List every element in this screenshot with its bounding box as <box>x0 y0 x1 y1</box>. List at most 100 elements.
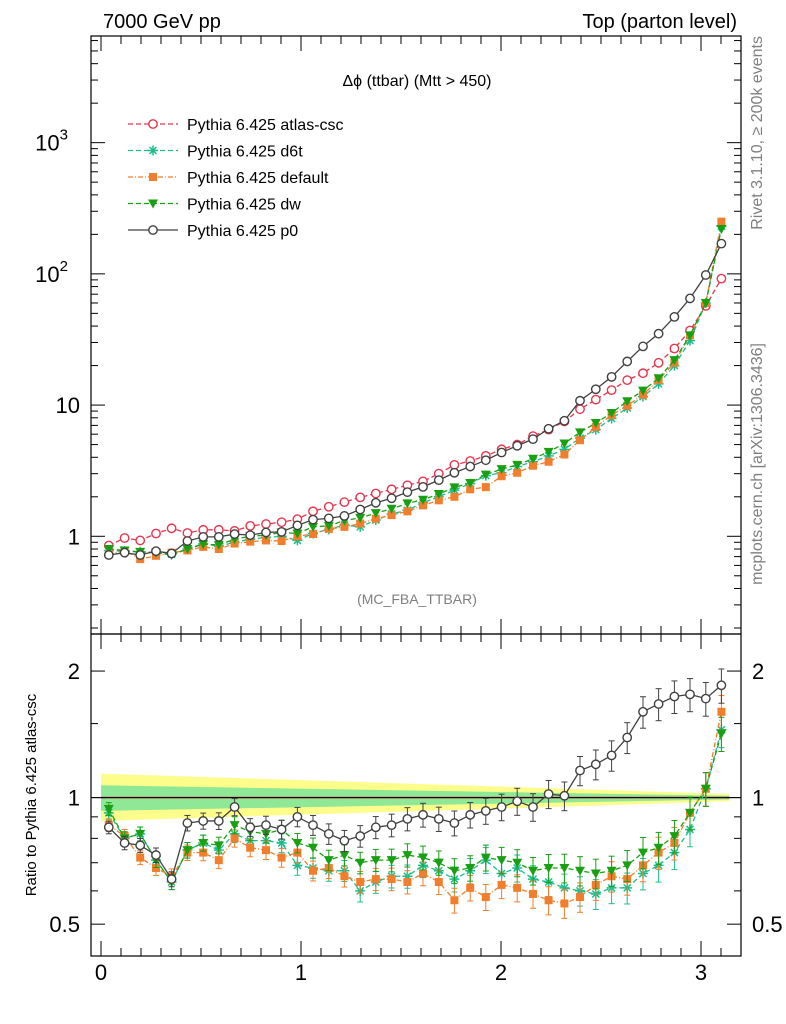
y-tick-label: 1 <box>68 524 80 549</box>
data-point <box>213 540 224 550</box>
ratio-point <box>339 851 350 861</box>
data-point <box>419 501 427 510</box>
ratio-point <box>276 837 287 848</box>
ratio-point <box>465 809 476 820</box>
ratio-point <box>308 820 318 831</box>
data-point <box>371 514 380 523</box>
data-point <box>481 483 490 492</box>
y-tick-label: 103 <box>35 127 68 156</box>
data-point <box>559 415 570 426</box>
legend-marker <box>148 225 158 235</box>
ratio-point <box>433 858 444 868</box>
ratio-point <box>433 813 444 824</box>
ratio-panel-series <box>103 668 727 919</box>
ratio-point <box>576 893 584 902</box>
data-point <box>323 521 334 531</box>
ratio-line <box>108 733 723 884</box>
ratio-point <box>512 796 523 807</box>
ratio-line <box>108 684 722 881</box>
ratio-point <box>496 802 507 812</box>
legend-entry-4: Pythia 6.425 p0 <box>128 223 298 240</box>
data-point <box>182 536 193 546</box>
series-2 <box>104 217 726 564</box>
data-point <box>418 481 428 492</box>
ratio-point <box>622 732 633 743</box>
data-point <box>355 504 366 515</box>
data-point <box>433 490 444 500</box>
data-point <box>166 548 177 559</box>
ratio-point <box>513 883 522 892</box>
ratio-point <box>230 834 239 843</box>
ratio-y-tick-label-right: 1 <box>752 786 764 811</box>
series-line <box>108 228 723 556</box>
data-point <box>245 530 256 541</box>
data-point <box>355 513 366 523</box>
ratio-point <box>590 869 601 879</box>
ratio-point <box>716 729 727 739</box>
data-point <box>403 507 412 516</box>
ratio-point <box>356 877 365 886</box>
data-point <box>497 472 506 481</box>
data-point <box>340 522 349 531</box>
data-point <box>449 459 460 470</box>
ratio-point <box>386 820 397 831</box>
series-line <box>108 226 723 555</box>
data-point <box>308 514 318 525</box>
data-point <box>496 447 507 458</box>
ratio-point <box>716 680 727 691</box>
data-point <box>575 428 585 438</box>
data-point <box>465 478 476 488</box>
ratio-point <box>481 893 490 902</box>
data-point <box>198 531 209 542</box>
ratio-point <box>152 864 160 873</box>
ratio-point <box>497 880 506 889</box>
data-point <box>496 465 507 475</box>
data-point <box>386 504 397 514</box>
data-point <box>716 238 727 249</box>
x-tick-label: 0 <box>95 960 107 985</box>
series-line <box>108 221 723 560</box>
legend-entry-1: Pythia 6.425 d6t <box>128 144 303 161</box>
ratio-point <box>292 811 303 822</box>
ratio-point <box>419 869 427 878</box>
ratio-point <box>229 802 240 812</box>
data-point <box>717 217 726 226</box>
y-tick-label: 102 <box>35 258 68 287</box>
ratio-y-tick-label: 1 <box>68 786 80 811</box>
ratio-point <box>418 853 428 863</box>
ratio-point <box>480 853 491 863</box>
data-point <box>560 450 569 459</box>
data-point <box>622 356 633 367</box>
data-point <box>135 550 146 560</box>
ratio-point <box>544 896 553 905</box>
chart-title: Δϕ (ttbar) (Mtt > 450) <box>342 73 491 90</box>
data-point <box>528 454 538 464</box>
data-point <box>638 386 648 396</box>
data-point <box>370 497 381 508</box>
ratio-point <box>198 816 209 826</box>
data-point <box>151 546 161 557</box>
data-point <box>355 492 366 503</box>
ratio-line <box>108 729 723 895</box>
data-point <box>653 328 664 339</box>
ratio-point <box>606 750 617 761</box>
ratio-point <box>276 824 287 835</box>
data-point <box>480 470 491 480</box>
ratio-point <box>339 835 350 846</box>
ratio-point <box>480 805 491 816</box>
legend-label: Pythia 6.425 atlas-csc <box>187 117 344 134</box>
ratio-point <box>450 896 459 905</box>
data-point <box>308 522 318 532</box>
ratio-point <box>213 816 224 826</box>
data-point <box>418 495 428 505</box>
data-point <box>669 311 680 322</box>
legend-entry-0: Pythia 6.425 atlas-csc <box>128 117 344 134</box>
data-point <box>386 484 397 495</box>
data-point <box>276 517 287 528</box>
data-point <box>529 461 537 470</box>
data-point <box>309 530 317 539</box>
ratio-point <box>403 877 412 886</box>
ratio-point <box>370 822 381 833</box>
data-point <box>716 224 727 234</box>
ratio-point <box>371 875 380 884</box>
